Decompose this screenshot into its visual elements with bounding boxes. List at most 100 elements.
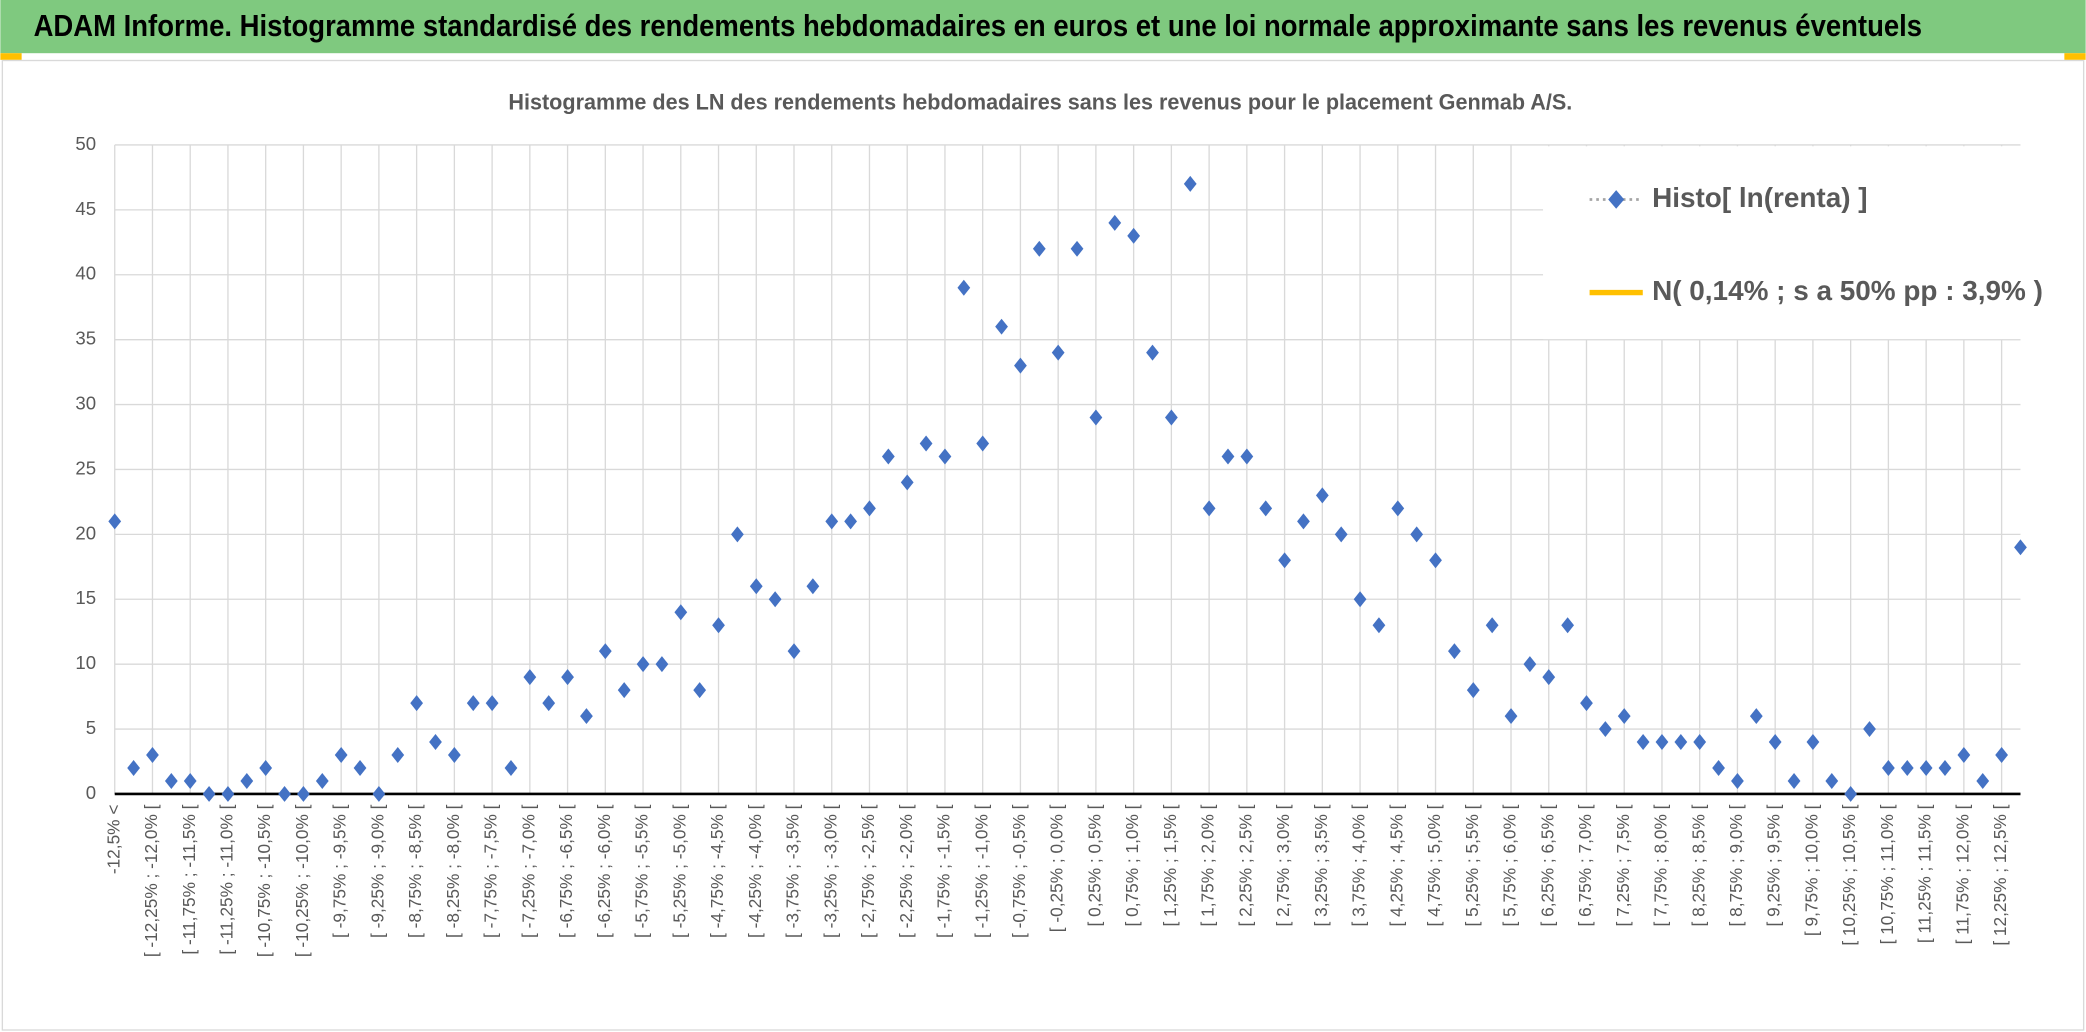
x-tick-label: [ 2,25% ; 2,5% [ xyxy=(1235,804,1255,926)
x-tick-label: [ -10,25% ; -10,0% [ xyxy=(292,804,312,957)
diamond-marker xyxy=(1806,734,1820,751)
x-tick-label: [ -3,25% ; -3,0% [ xyxy=(820,804,840,938)
diamond-marker xyxy=(787,643,801,660)
diamond-marker xyxy=(1731,772,1744,789)
diamond-marker xyxy=(1957,747,1971,763)
diamond-marker xyxy=(1297,513,1310,530)
diamond-marker xyxy=(1051,344,1065,361)
x-tick-label: [ -0,75% ; -0,5% [ xyxy=(1009,804,1029,938)
x-tick-label: [ -11,25% ; -11,0% [ xyxy=(217,804,237,954)
x-tick-label: [ -6,75% ; -6,5% [ xyxy=(556,804,576,938)
x-tick-label: [ -2,75% ; -2,5% [ xyxy=(858,804,878,938)
diamond-marker xyxy=(315,772,329,789)
diamond-marker xyxy=(240,772,254,789)
diamond-marker xyxy=(1466,682,1480,699)
diamond-marker xyxy=(1391,500,1405,517)
diamond-marker xyxy=(806,578,820,595)
diamond-marker xyxy=(749,578,763,595)
diamond-marker xyxy=(1353,591,1367,608)
x-tick-label: [ 9,25% ; 9,5% [ xyxy=(1764,804,1784,926)
diamond-marker xyxy=(1825,772,1839,789)
diamond-marker xyxy=(1315,487,1329,504)
x-tick-label: [ -7,75% ; -7,5% [ xyxy=(481,804,501,938)
x-tick-label: [ -5,75% ; -5,5% [ xyxy=(632,804,652,938)
x-tick-label: [ -8,75% ; -8,5% [ xyxy=(405,804,425,938)
diamond-marker xyxy=(1976,772,1990,789)
diamond-marker xyxy=(919,435,933,452)
legend-label: N( 0,14% ; s a 50% pp : 3,9% ) xyxy=(1652,275,2043,306)
diamond-marker xyxy=(1617,708,1631,725)
diamond-marker xyxy=(1542,669,1556,686)
diamond-marker xyxy=(1202,500,1216,517)
diamond-marker xyxy=(674,604,688,621)
diamond-marker xyxy=(504,760,518,776)
diamond-marker xyxy=(1032,240,1046,257)
chart-border xyxy=(1,59,2085,1031)
diamond-marker xyxy=(1278,552,1291,569)
diamond-marker xyxy=(1693,734,1707,751)
diamond-marker xyxy=(259,760,273,776)
x-tick-label: [ 6,25% ; 6,5% [ xyxy=(1537,804,1557,926)
x-tick-label: [ -10,75% ; -10,5% [ xyxy=(254,804,274,957)
diamond-marker xyxy=(1636,734,1650,751)
y-tick-label: 45 xyxy=(75,198,96,219)
diamond-marker xyxy=(334,747,348,763)
x-tick-label: [ 11,25% ; 11,5% [ xyxy=(1915,804,1935,943)
diamond-marker xyxy=(1164,409,1178,426)
x-tick-label: [ 1,25% ; 1,5% [ xyxy=(1160,804,1180,926)
x-tick-label: [ -11,75% ; -11,5% [ xyxy=(179,804,199,954)
x-tick-label: [ -9,25% ; -9,0% [ xyxy=(367,804,387,938)
diamond-marker xyxy=(410,695,424,712)
diamond-marker xyxy=(1127,227,1141,244)
y-tick-label: 0 xyxy=(86,782,96,803)
diamond-marker xyxy=(1712,760,1725,776)
diamond-marker xyxy=(580,708,593,725)
diamond-marker xyxy=(429,734,442,751)
diamond-marker xyxy=(1882,760,1895,776)
x-tick-label: [ -8,25% ; -8,0% [ xyxy=(443,804,463,938)
y-tick-label: 25 xyxy=(75,457,96,478)
diamond-marker xyxy=(1995,747,2008,763)
diamond-marker xyxy=(221,785,235,802)
corner-left xyxy=(0,53,22,60)
x-tick-label: [ 4,25% ; 4,5% [ xyxy=(1386,804,1406,926)
x-tick-label: [ 5,75% ; 6,0% [ xyxy=(1500,804,1520,926)
diamond-marker xyxy=(1787,772,1801,789)
diamond-marker xyxy=(1372,617,1386,634)
diamond-marker xyxy=(561,669,574,686)
corner-right xyxy=(2064,53,2086,60)
diamond-marker xyxy=(1014,357,1027,374)
y-tick-label: 10 xyxy=(75,652,96,673)
y-tick-label: 35 xyxy=(75,328,96,349)
diamond-marker xyxy=(1221,448,1235,465)
diamond-marker xyxy=(1146,344,1159,361)
x-tick-label: [ 11,75% ; 12,0% [ xyxy=(1952,804,1972,944)
diamond-marker xyxy=(1900,760,1914,776)
diamond-marker xyxy=(957,279,971,296)
x-tick-label: [ -4,75% ; -4,5% [ xyxy=(707,804,727,938)
diamond-marker xyxy=(1749,708,1763,725)
y-tick-label: 40 xyxy=(75,263,96,284)
x-tick-label: [ 0,25% ; 0,5% [ xyxy=(1084,804,1104,926)
diamond-marker xyxy=(1070,240,1084,257)
diamond-marker xyxy=(1768,734,1782,751)
x-tick-label: [ 8,75% ; 9,0% [ xyxy=(1726,804,1746,926)
legend-box xyxy=(1543,146,2022,340)
diamond-marker xyxy=(1580,695,1593,712)
diamond-marker xyxy=(372,785,386,802)
x-tick-label: [ -3,75% ; -3,5% [ xyxy=(783,804,803,938)
diamond-marker xyxy=(636,656,650,673)
x-tick-label: [ 3,25% ; 3,5% [ xyxy=(1311,804,1331,926)
diamond-marker xyxy=(1561,617,1575,634)
diamond-marker xyxy=(1089,409,1103,426)
x-tick-label: [ -5,25% ; -5,0% [ xyxy=(669,804,689,938)
diamond-marker xyxy=(146,747,159,763)
x-tick-label: [ -0,25% ; 0,0% [ xyxy=(1047,804,1067,932)
y-tick-label: 30 xyxy=(75,392,96,413)
x-tick-label: [ -7,25% ; -7,0% [ xyxy=(518,804,538,938)
diamond-marker xyxy=(1259,500,1273,517)
x-tick-label: [ 3,75% ; 4,0% [ xyxy=(1349,804,1369,926)
x-tick-label: [ -9,75% ; -9,5% [ xyxy=(330,804,350,938)
diamond-marker xyxy=(844,513,857,530)
diamond-marker xyxy=(1674,734,1688,751)
